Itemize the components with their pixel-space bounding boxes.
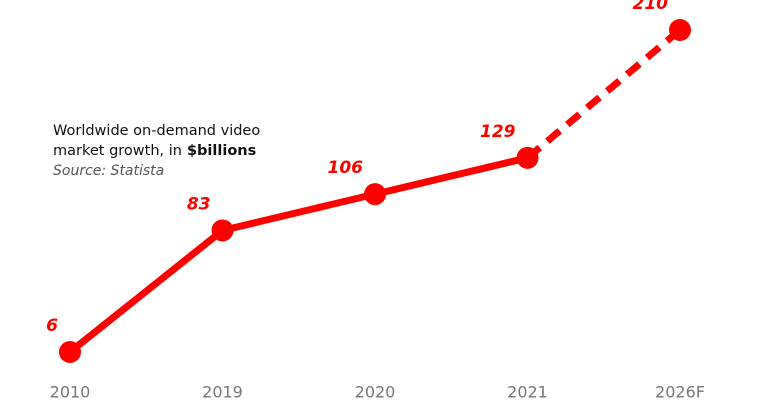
value-label: 129: [480, 122, 516, 142]
line-segment: [374, 154, 529, 198]
point: [516, 146, 539, 169]
value-label: 106: [328, 158, 364, 178]
chart-title: market growth, in $billions: [53, 143, 256, 159]
line-segment: [67, 227, 225, 355]
chart-title: Worldwide on-demand video: [53, 123, 260, 139]
point: [669, 19, 691, 41]
x-tick-label: 2020: [355, 383, 396, 402]
x-tick-label: 2019: [202, 383, 243, 402]
point: [364, 183, 386, 206]
line-segment: [221, 190, 376, 234]
chart-title-bold: $billions: [187, 143, 256, 159]
x-tick-label: 2021: [507, 383, 548, 402]
chart-subtitle: Source: Statista: [53, 163, 164, 179]
x-tick-label: 2026F: [655, 383, 705, 402]
point: [59, 341, 81, 363]
point: [211, 219, 234, 242]
x-tick-label: 2010: [50, 383, 91, 402]
value-label: 210: [633, 0, 669, 14]
value-label: 83: [187, 194, 211, 214]
line-segment: [525, 27, 683, 161]
chart-title-line: market growth, in: [53, 143, 182, 159]
value-label: 6: [46, 316, 58, 336]
